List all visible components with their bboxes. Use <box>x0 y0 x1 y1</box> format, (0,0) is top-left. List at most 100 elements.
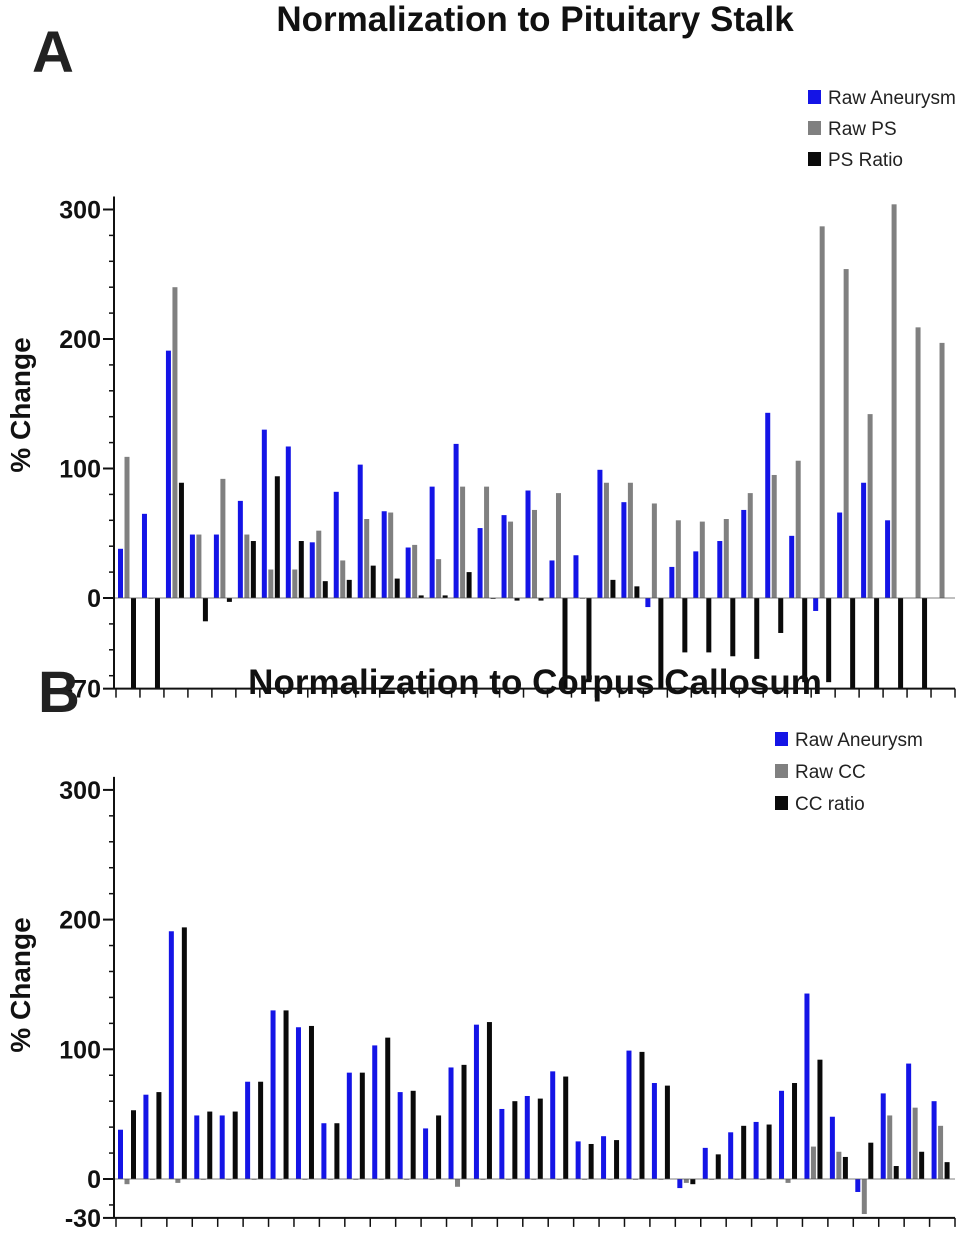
panel-b-bar-cc-ratio-28 <box>817 1059 823 1179</box>
panel-b-bar-raw-cc-14 <box>455 1179 461 1187</box>
panel-b-y-tick-label: -30 <box>65 1205 101 1233</box>
panel-a-bar-raw-ps-31 <box>843 269 849 598</box>
panel-b-bar-cc-ratio-23 <box>690 1179 696 1185</box>
panel-a-bar-ps-ratio-25 <box>706 598 712 653</box>
panel-b-y-tick-label: 300 <box>59 777 101 805</box>
panel-b-plot: 300 200 100 0 -30 <box>59 777 956 1233</box>
panel-a-bar-raw-aneurysm-15 <box>453 443 459 598</box>
panel-a-bar-raw-ps-6 <box>244 534 250 598</box>
panel-b-bar-cc-ratio-8 <box>308 1025 314 1179</box>
panel-a-bar-ps-ratio-21 <box>610 579 616 598</box>
panel-a-bar-raw-ps-29 <box>795 460 801 598</box>
panel-b-bar-cc-ratio-4 <box>207 1111 213 1179</box>
panel-a-bar-raw-ps-18 <box>532 509 538 598</box>
panel-a-bar-raw-aneurysm-19 <box>549 560 555 598</box>
panel-a-bar-raw-aneurysm-3 <box>165 350 171 598</box>
panel-b-bar-raw-aneurysm-11 <box>372 1045 378 1179</box>
panel-a-legend-swatch <box>808 121 821 135</box>
panel-a-bar-raw-ps-2 <box>148 598 154 599</box>
panel-b-bar-cc-ratio-18 <box>563 1076 569 1179</box>
panel-b-bar-raw-aneurysm-17 <box>524 1095 530 1179</box>
panel-a-bar-raw-ps-34 <box>915 327 921 598</box>
panel-a-bar-raw-aneurysm-29 <box>789 535 795 598</box>
panel-b-bar-raw-aneurysm-7 <box>270 1010 276 1179</box>
panel-a-bar-raw-ps-33 <box>891 204 897 598</box>
panel-a-bar-raw-aneurysm-12 <box>381 511 387 598</box>
panel-b-bar-cc-ratio-14 <box>461 1064 467 1179</box>
panel-a-bar-ps-ratio-4 <box>202 598 208 622</box>
panel-a-bar-raw-aneurysm-31 <box>837 512 843 598</box>
panel-a-legend-label: Raw Aneurysm <box>828 88 956 109</box>
panel-b-bar-cc-ratio-15 <box>486 1022 492 1179</box>
panel-a-bar-ps-ratio-5 <box>226 598 232 602</box>
panel-b-bar-raw-aneurysm-24 <box>702 1147 708 1179</box>
panel-a-bar-raw-aneurysm-4 <box>189 534 195 598</box>
panel-a-bar-raw-ps-4 <box>196 534 202 598</box>
panel-b-legend-swatch <box>775 796 788 810</box>
panel-b-bar-raw-aneurysm-28 <box>804 993 810 1179</box>
panel-a-bar-raw-ps-21 <box>603 482 609 598</box>
panel-b-bar-cc-ratio-16 <box>512 1101 518 1179</box>
panel-a: A Normalization to Pituitary Stalk % Cha… <box>5 0 956 704</box>
panel-a-y-tick-label: -70 <box>65 676 101 704</box>
panel-b-bar-raw-aneurysm-33 <box>931 1101 937 1179</box>
panel-b-y-axis-label: % Change <box>5 917 36 1052</box>
panel-a-bar-ps-ratio-13 <box>418 595 424 598</box>
panel-b-bar-cc-ratio-17 <box>537 1098 543 1179</box>
panel-b-bar-cc-ratio-29 <box>842 1156 848 1179</box>
panel-a-bar-ps-ratio-28 <box>778 598 784 633</box>
panel-a-bar-raw-aneurysm-16 <box>477 528 483 598</box>
panel-b-bar-raw-aneurysm-12 <box>397 1092 403 1179</box>
panel-a-title: Normalization to Pituitary Stalk <box>276 0 794 39</box>
panel-a-bar-raw-ps-24 <box>675 520 681 598</box>
panel-b-bar-raw-aneurysm-16 <box>499 1108 505 1179</box>
panel-b-bar-raw-aneurysm-29 <box>829 1116 835 1179</box>
panel-b-bar-raw-aneurysm-31 <box>880 1093 886 1179</box>
panel-a-bar-raw-ps-19 <box>555 493 561 598</box>
panel-b-bar-raw-aneurysm-18 <box>550 1071 556 1179</box>
panel-b-bar-raw-aneurysm-20 <box>601 1136 607 1179</box>
panel-a-bar-raw-aneurysm-24 <box>669 566 675 598</box>
panel-b-legend-label: Raw CC <box>795 762 866 783</box>
panel-a-bar-raw-aneurysm-6 <box>237 500 243 599</box>
panel-a-bar-ps-ratio-14 <box>442 595 448 598</box>
panel-a-bar-ps-ratio-9 <box>322 581 328 598</box>
panel-b-bar-raw-cc-27 <box>785 1179 791 1183</box>
panel-a-bar-ps-ratio-34 <box>922 598 928 689</box>
panel-a-bar-raw-ps-5 <box>220 478 226 598</box>
panel-b-bar-cc-ratio-10 <box>359 1072 365 1179</box>
panel-b-bar-cc-ratio-33 <box>944 1162 950 1179</box>
panel-b-bar-raw-aneurysm-14 <box>448 1067 454 1179</box>
panel-a-letter: A <box>32 20 74 85</box>
panel-a-bar-ps-ratio-3 <box>178 482 184 598</box>
panel-b-bar-cc-ratio-7 <box>283 1010 289 1179</box>
panel-a-bar-raw-ps-30 <box>819 226 825 598</box>
panel-b-legend: Raw Aneurysm Raw CC CC ratio <box>775 730 923 815</box>
panel-a-bar-raw-aneurysm-13 <box>405 547 411 598</box>
panel-b-bar-raw-aneurysm-6 <box>245 1081 251 1179</box>
panel-b-bar-raw-aneurysm-27 <box>779 1090 785 1179</box>
panel-b-bar-cc-ratio-27 <box>792 1083 798 1179</box>
panel-a-bar-ps-ratio-24 <box>682 598 688 653</box>
panel-b-legend-label: Raw Aneurysm <box>795 730 923 751</box>
panel-a-bar-ps-ratio-18 <box>538 598 544 601</box>
panel-b-y-tick-label: 0 <box>87 1166 101 1194</box>
panel-b-bar-raw-cc-30 <box>861 1179 867 1215</box>
panel-b-bar-raw-aneurysm-2 <box>143 1094 149 1179</box>
panel-a-bar-raw-aneurysm-30 <box>813 598 819 611</box>
panel-a-bar-raw-aneurysm-25 <box>693 551 699 598</box>
panel-a-bar-ps-ratio-19 <box>562 598 568 689</box>
panel-a-legend: Raw Aneurysm Raw PS PS Ratio <box>808 88 956 171</box>
panel-a-bar-raw-aneurysm-17 <box>501 515 507 598</box>
panel-a-bar-ps-ratio-17 <box>514 598 520 601</box>
panel-a-bar-raw-aneurysm-20 <box>573 555 579 598</box>
panel-b-legend-swatch <box>775 732 788 746</box>
panel-a-bar-raw-ps-27 <box>747 493 753 598</box>
panel-b-bar-raw-aneurysm-13 <box>423 1128 429 1179</box>
panel-a-legend-label: Raw PS <box>828 119 897 140</box>
panel-b-bar-raw-aneurysm-15 <box>473 1024 479 1179</box>
panel-b-bar-cc-ratio-21 <box>639 1051 645 1179</box>
panel-a-bar-raw-aneurysm-27 <box>741 509 747 598</box>
panel-a-bar-ps-ratio-31 <box>850 598 856 689</box>
